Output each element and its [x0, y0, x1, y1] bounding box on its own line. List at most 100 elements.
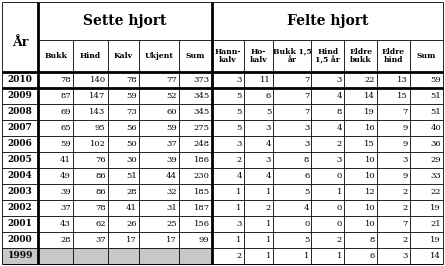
- Text: 1: 1: [266, 188, 271, 196]
- Text: 2: 2: [403, 204, 408, 212]
- Text: 59: 59: [430, 76, 441, 84]
- Text: 7: 7: [304, 92, 309, 100]
- Text: 2007: 2007: [8, 123, 32, 132]
- Text: 3: 3: [236, 76, 242, 84]
- Text: 8: 8: [370, 236, 375, 244]
- Text: 7: 7: [403, 108, 408, 116]
- Text: 31: 31: [166, 204, 177, 212]
- Text: 9: 9: [403, 140, 408, 148]
- Text: 36: 36: [430, 140, 441, 148]
- Text: 345: 345: [194, 92, 210, 100]
- Text: Ukjent: Ukjent: [144, 52, 173, 60]
- Text: 73: 73: [126, 108, 137, 116]
- Text: 44: 44: [166, 172, 177, 180]
- Text: 248: 248: [194, 140, 210, 148]
- Text: 2: 2: [403, 188, 408, 196]
- Text: 28: 28: [61, 236, 71, 244]
- Text: Sum: Sum: [417, 52, 436, 60]
- Text: 99: 99: [199, 236, 210, 244]
- Text: Felte hjort: Felte hjort: [287, 14, 368, 28]
- Text: 28: 28: [126, 188, 137, 196]
- Text: 4: 4: [337, 124, 342, 132]
- Text: 2000: 2000: [8, 235, 32, 244]
- Text: 11: 11: [260, 76, 271, 84]
- Text: 2: 2: [337, 140, 342, 148]
- Text: Kalv: Kalv: [114, 52, 133, 60]
- Text: 3: 3: [403, 156, 408, 164]
- Text: 62: 62: [95, 220, 106, 228]
- Text: 76: 76: [95, 156, 106, 164]
- Text: 9: 9: [403, 124, 408, 132]
- Text: 230: 230: [194, 172, 210, 180]
- Text: 21: 21: [430, 220, 441, 228]
- Text: 1: 1: [236, 236, 242, 244]
- Text: 51: 51: [430, 108, 441, 116]
- Text: 37: 37: [95, 236, 106, 244]
- Text: 69: 69: [61, 108, 71, 116]
- Text: 1: 1: [266, 252, 271, 260]
- Text: 25: 25: [166, 220, 177, 228]
- Text: Hind: Hind: [80, 52, 101, 60]
- Text: 60: 60: [166, 108, 177, 116]
- Text: 3: 3: [304, 140, 309, 148]
- Text: 22: 22: [364, 76, 375, 84]
- Text: 1: 1: [337, 252, 342, 260]
- Text: 37: 37: [166, 140, 177, 148]
- Text: 0: 0: [304, 220, 309, 228]
- Text: 345: 345: [194, 108, 210, 116]
- Text: 37: 37: [60, 204, 71, 212]
- Text: 1: 1: [304, 252, 309, 260]
- Text: 2009: 2009: [8, 92, 32, 101]
- Text: 19: 19: [430, 204, 441, 212]
- Text: År: År: [12, 36, 28, 49]
- Text: 275: 275: [194, 124, 210, 132]
- Text: 2005: 2005: [8, 156, 32, 164]
- Text: 19: 19: [364, 108, 375, 116]
- Text: 3: 3: [266, 124, 271, 132]
- Text: 4: 4: [236, 172, 242, 180]
- Text: 186: 186: [194, 156, 210, 164]
- Text: 59: 59: [126, 92, 137, 100]
- Text: 56: 56: [126, 124, 137, 132]
- Text: 0: 0: [337, 220, 342, 228]
- Text: 59: 59: [60, 140, 71, 148]
- Text: 9: 9: [403, 172, 408, 180]
- Text: 51: 51: [430, 92, 441, 100]
- Text: 5: 5: [236, 108, 242, 116]
- Text: 5: 5: [304, 188, 309, 196]
- Text: 29: 29: [430, 156, 441, 164]
- Text: 43: 43: [60, 220, 71, 228]
- Text: 102: 102: [90, 140, 106, 148]
- Text: 0: 0: [337, 204, 342, 212]
- Text: 3: 3: [266, 156, 271, 164]
- Text: 8: 8: [337, 108, 342, 116]
- Text: 15: 15: [364, 140, 375, 148]
- Text: 3: 3: [337, 76, 342, 84]
- Text: 10: 10: [364, 172, 375, 180]
- Text: 86: 86: [95, 172, 106, 180]
- Text: 3: 3: [403, 252, 408, 260]
- Text: 26: 26: [126, 220, 137, 228]
- Text: 5: 5: [236, 124, 242, 132]
- Text: 1: 1: [337, 188, 342, 196]
- Text: 2008: 2008: [8, 107, 32, 117]
- Text: 10: 10: [364, 220, 375, 228]
- Text: 15: 15: [397, 92, 408, 100]
- Text: 7: 7: [304, 76, 309, 84]
- Text: 147: 147: [89, 92, 106, 100]
- Text: 2001: 2001: [8, 219, 32, 228]
- Text: 4: 4: [266, 140, 271, 148]
- Text: 185: 185: [194, 188, 210, 196]
- Text: 3: 3: [236, 220, 242, 228]
- Text: 2003: 2003: [8, 188, 32, 197]
- Text: 6: 6: [304, 172, 309, 180]
- Text: 1: 1: [266, 220, 271, 228]
- Text: Bukk 1,5
år: Bukk 1,5 år: [273, 48, 311, 64]
- Text: 13: 13: [397, 76, 408, 84]
- Text: 3: 3: [337, 156, 342, 164]
- Text: 2006: 2006: [8, 139, 32, 148]
- Text: 39: 39: [166, 156, 177, 164]
- Text: 10: 10: [364, 204, 375, 212]
- Text: Bukk: Bukk: [44, 52, 67, 60]
- Text: 7: 7: [403, 220, 408, 228]
